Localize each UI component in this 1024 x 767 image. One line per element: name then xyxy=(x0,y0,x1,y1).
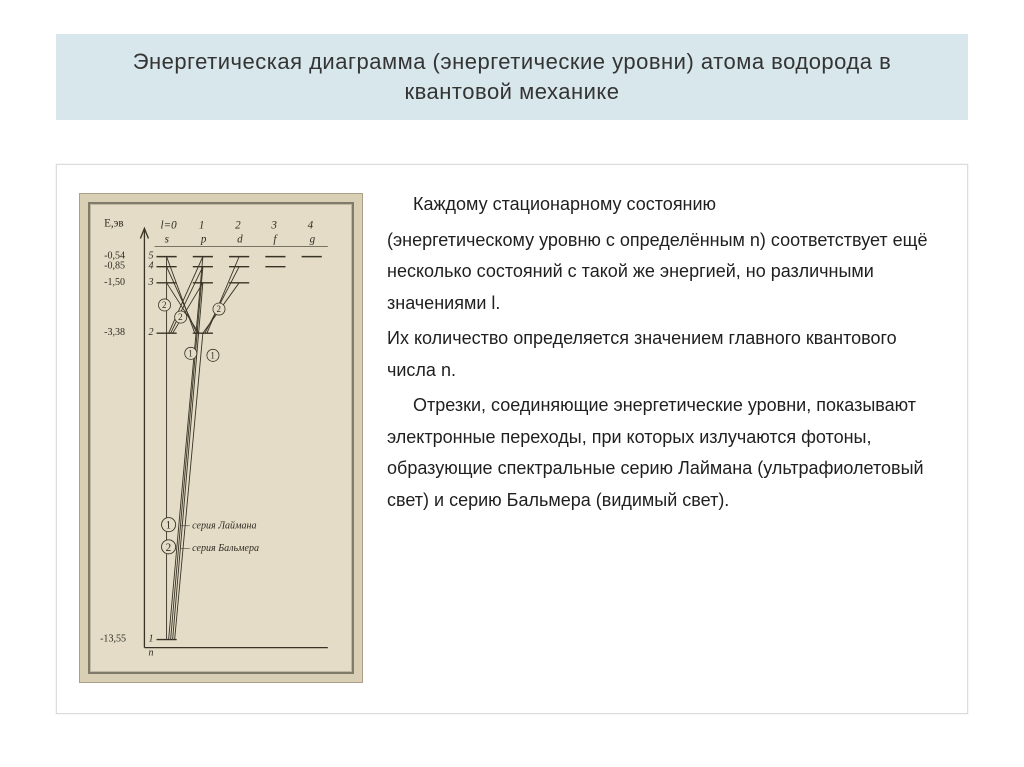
description-text: Каждому стационарному состоянию (энергет… xyxy=(387,189,947,520)
legend-text-2: — серия Бальмера xyxy=(180,543,259,554)
col-p: p xyxy=(200,234,207,246)
desc-p3: Их количество определяется значением гла… xyxy=(387,323,947,386)
col-d: d xyxy=(237,234,243,246)
desc-p4: Отрезки, соединяющие энергетические уров… xyxy=(387,390,947,516)
e-val-4: -0,85 xyxy=(104,261,125,272)
y-axis-label: Е,эв xyxy=(104,217,124,229)
callouts: 2 2 1 1 2 xyxy=(159,299,226,361)
col-index-4: 4 xyxy=(308,219,314,231)
n-3: 3 xyxy=(147,277,153,288)
callout-1a: 1 xyxy=(188,348,193,358)
energy-diagram: Е,эв l=0 1 2 3 4 s p d f g xyxy=(79,193,363,683)
callout-2b: 2 xyxy=(216,304,221,314)
n-4: 4 xyxy=(148,261,153,272)
diagram-paper: Е,эв l=0 1 2 3 4 s p d f g xyxy=(88,202,354,674)
slide-title: Энергетическая диаграмма (энергетические… xyxy=(96,47,928,106)
desc-p2: (энергетическому уровню с определённым n… xyxy=(387,225,947,320)
l-header: l=0 xyxy=(161,219,178,231)
e-val-1: -13,55 xyxy=(100,634,126,645)
legend: 1 2 — серия Лаймана — серия Бальмера xyxy=(162,518,260,554)
col-index-3: 3 xyxy=(270,219,277,231)
content-panel: Е,эв l=0 1 2 3 4 s p d f g xyxy=(56,164,968,714)
legend-num-1: 1 xyxy=(166,520,172,532)
legend-text-1: — серия Лаймана xyxy=(180,521,257,532)
legend-num-2: 2 xyxy=(166,542,172,554)
col-g: g xyxy=(310,234,316,246)
diagram-svg: Е,эв l=0 1 2 3 4 s p d f g xyxy=(90,204,352,672)
callout-2a: 2 xyxy=(162,300,167,310)
callout-1b: 1 xyxy=(210,350,215,360)
col-index-1: 1 xyxy=(199,219,205,231)
callout-2c: 2 xyxy=(178,312,183,322)
slide-page: Энергетическая диаграмма (энергетические… xyxy=(0,0,1024,767)
col-f: f xyxy=(273,234,278,246)
e-val-3: -1,50 xyxy=(104,277,125,288)
title-band: Энергетическая диаграмма (энергетические… xyxy=(56,34,968,120)
col-index-2: 2 xyxy=(235,219,241,231)
col-s: s xyxy=(165,234,169,246)
n-label: n xyxy=(148,648,153,659)
n-1: 1 xyxy=(148,634,153,645)
desc-p1: Каждому стационарному состоянию xyxy=(387,189,947,221)
e-val-2: -3,38 xyxy=(104,327,125,338)
n-2: 2 xyxy=(148,327,153,338)
